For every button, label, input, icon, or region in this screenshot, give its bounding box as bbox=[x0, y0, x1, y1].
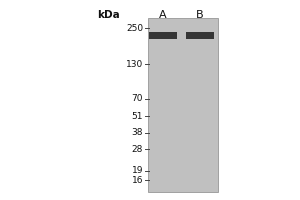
Text: 16: 16 bbox=[131, 176, 143, 185]
Text: 28: 28 bbox=[132, 145, 143, 154]
Text: 19: 19 bbox=[131, 166, 143, 175]
Text: 51: 51 bbox=[131, 112, 143, 121]
Text: B: B bbox=[196, 10, 204, 20]
Text: 250: 250 bbox=[126, 24, 143, 33]
Text: 130: 130 bbox=[126, 60, 143, 69]
Text: 70: 70 bbox=[131, 94, 143, 103]
Bar bbox=[149, 32, 177, 39]
Text: 38: 38 bbox=[131, 128, 143, 137]
Text: A: A bbox=[159, 10, 167, 20]
Bar bbox=[148, 18, 218, 192]
Bar bbox=[186, 32, 214, 39]
Text: kDa: kDa bbox=[97, 10, 120, 20]
